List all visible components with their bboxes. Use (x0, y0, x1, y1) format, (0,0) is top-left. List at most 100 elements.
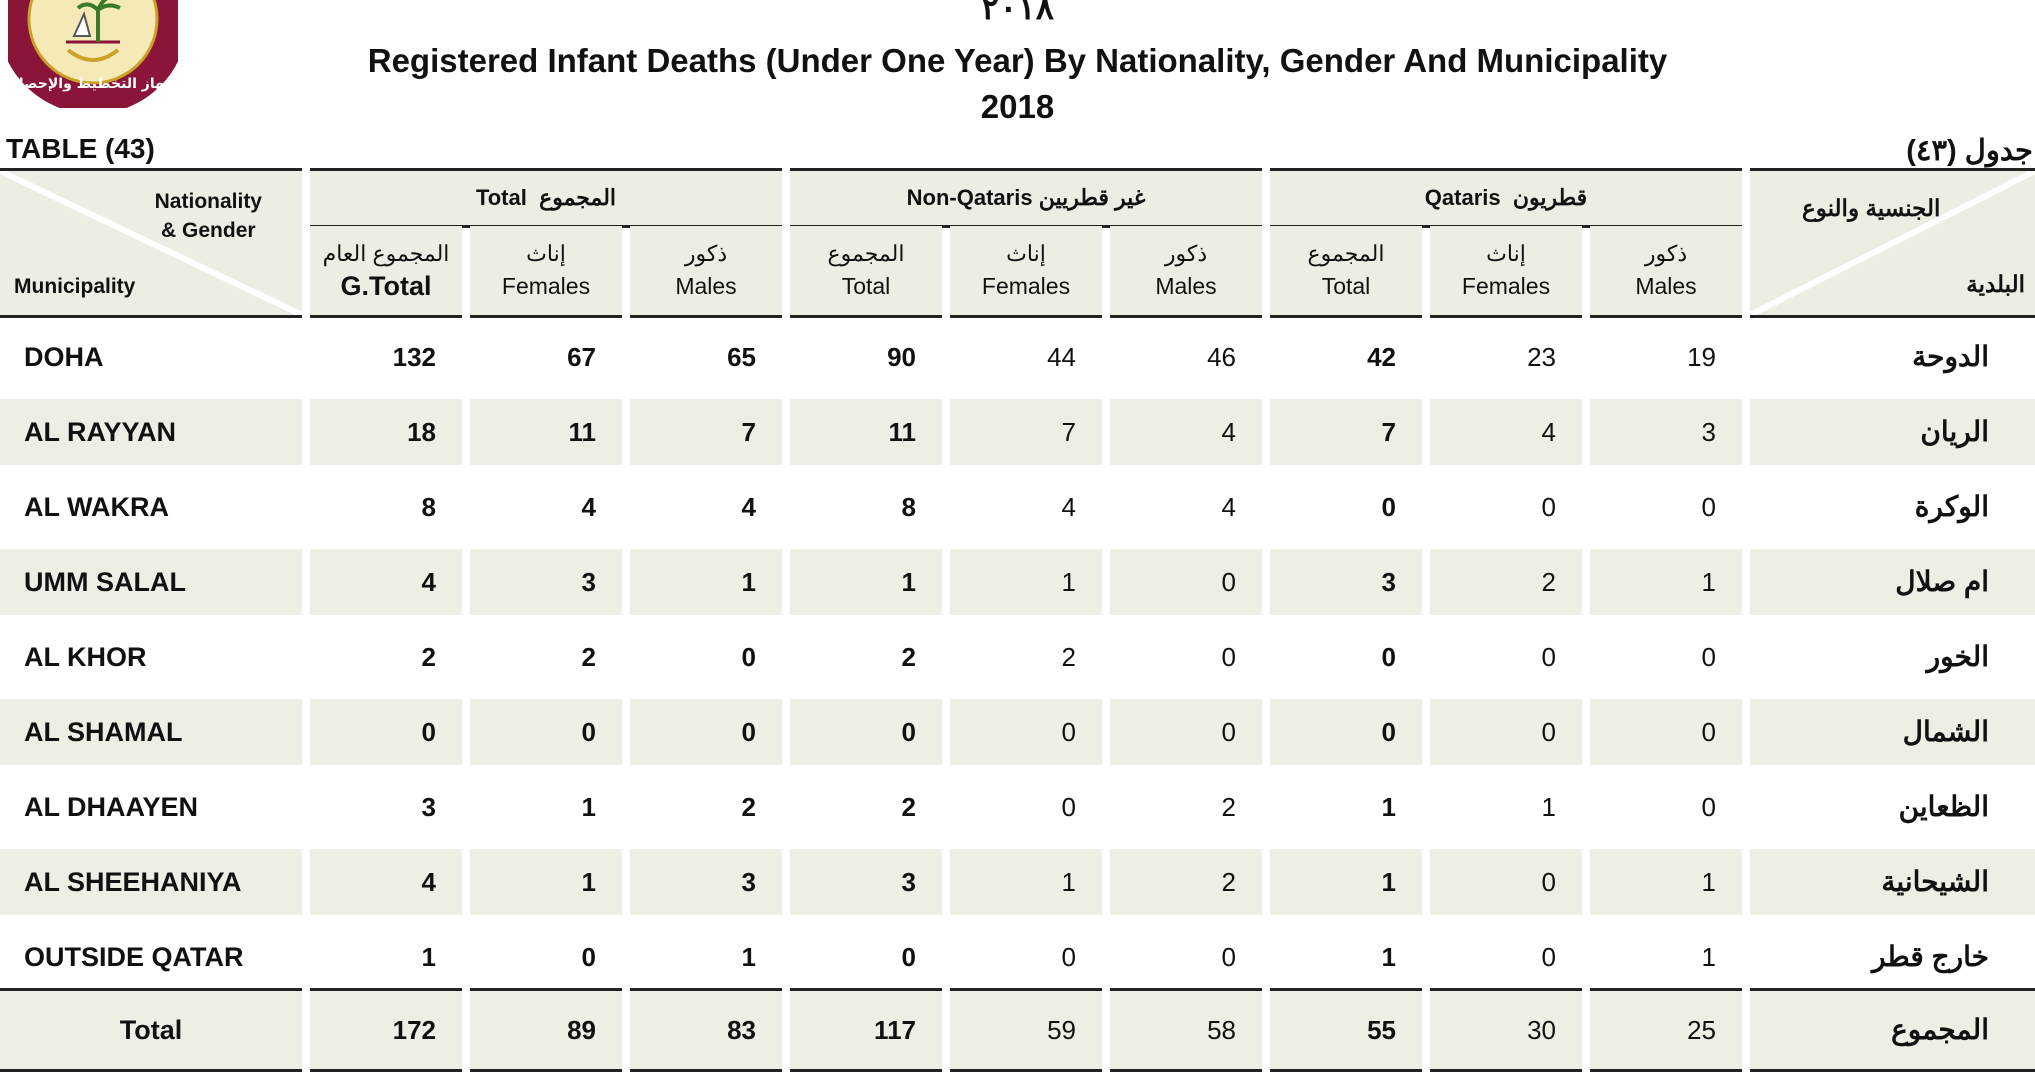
column-header-en: Males (1635, 273, 1697, 299)
column-header-ar: إناث (1006, 241, 1046, 266)
table-cell: 7 (630, 399, 782, 465)
table-cell: 11 (790, 399, 942, 465)
table-cell: 7 (950, 399, 1102, 465)
table-cell: 2 (1221, 792, 1236, 822)
table-cell: 3 (470, 549, 622, 615)
table-cell: 46 (1207, 342, 1236, 372)
table-cell: 1 (1590, 849, 1742, 915)
table-cell: 4 (1221, 492, 1236, 522)
column-header: إناث Females (470, 226, 622, 318)
row-label-ar: الخور (1926, 641, 1989, 672)
row-label-ar: خارج قطر (1871, 941, 1989, 972)
title-text: Registered Infant Deaths (Under One Year… (367, 42, 1668, 79)
table-cell: 0 (1110, 549, 1262, 615)
column-header: المجموع Total (790, 226, 942, 318)
table-cell: 0 (1430, 849, 1582, 915)
total-cell: 25 (1590, 988, 1742, 1072)
table-cell: 0 (741, 642, 756, 672)
table-cell: 0 (1270, 699, 1422, 765)
corner-gender-en: & Gender (161, 219, 256, 242)
row-label-ar: الريان (1750, 399, 2035, 465)
row-label-en: AL DHAAYEN (24, 792, 199, 822)
table-cell: 18 (310, 399, 462, 465)
table-cell: 90 (887, 342, 916, 372)
table-cell: 0 (1701, 792, 1716, 822)
group-header-total: Total المجموع (310, 168, 782, 228)
table-number-en: TABLE (43) (6, 133, 155, 164)
row-label-ar: ام صلال (1750, 549, 2035, 615)
column-header: المجموع العام G.Total (310, 226, 462, 318)
table-cell: 0 (1061, 942, 1076, 972)
column-header-ar: المجموع العام (322, 241, 450, 266)
table-cell: 0 (1541, 942, 1556, 972)
row-label-ar: الوكرة (1914, 491, 1989, 522)
table-cell: 1 (1381, 792, 1396, 822)
column-header: ذكور Males (630, 226, 782, 318)
table-cell: 0 (1381, 492, 1396, 522)
table-number-ar: جدول (٤٣) (1906, 135, 2033, 167)
table-cell: 19 (1687, 342, 1716, 372)
table-cell: 4 (310, 549, 462, 615)
page-title: Registered Infant Deaths (Under One Year… (0, 38, 2035, 130)
table-cell: 3 (1270, 549, 1422, 615)
table-cell: 4 (1061, 492, 1076, 522)
table-cell: 0 (901, 942, 916, 972)
column-header-en: Males (1155, 273, 1217, 299)
total-label-ar: المجموع (1750, 988, 2035, 1072)
table-cell: 4 (741, 492, 756, 522)
table-cell: 65 (727, 342, 756, 372)
table-cell: 1 (470, 849, 622, 915)
table-cell: 0 (581, 942, 596, 972)
corner-nationality-en: Nationality (154, 190, 262, 213)
svg-text:جهاز التخطيط والإحصاء: جهاز التخطيط والإحصاء (12, 76, 175, 92)
group-header-qataris: Qataris قطريون (1270, 168, 1742, 228)
column-header-ar: المجموع (1307, 241, 1385, 266)
table-cell: 1 (950, 849, 1102, 915)
column-header-ar: ذكور (684, 241, 728, 266)
table-cell: 42 (1367, 342, 1396, 372)
row-label-en: AL SHAMAL (0, 699, 302, 765)
table-cell: 2 (581, 642, 596, 672)
row-label-ar: الشيحانية (1750, 849, 2035, 915)
diagonal-divider (0, 171, 302, 315)
total-cell: 89 (470, 988, 622, 1072)
row-label-en: AL KHOR (24, 642, 147, 672)
total-cell: 117 (790, 988, 942, 1072)
total-cell: 30 (1430, 988, 1582, 1072)
table-cell: 0 (1701, 492, 1716, 522)
table-cell: 1 (950, 549, 1102, 615)
column-header: إناث Females (1430, 226, 1582, 318)
corner-header-en: Nationality & Gender Municipality (0, 168, 302, 318)
row-label-en: OUTSIDE QATAR (24, 942, 244, 972)
table-cell: 2 (1110, 849, 1262, 915)
year-arabic: ٢٠١٨ (980, 0, 1055, 27)
table-cell: 0 (470, 699, 622, 765)
table-cell: 0 (1221, 642, 1236, 672)
column-header-en: Males (675, 273, 737, 299)
table-cell: 0 (790, 699, 942, 765)
table-cell: 1 (1701, 942, 1716, 972)
table-cell: 0 (1701, 642, 1716, 672)
table-cell: 1 (1541, 792, 1556, 822)
table-cell: 0 (950, 699, 1102, 765)
row-label-en: AL SHEEHANIYA (0, 849, 302, 915)
diagonal-divider-ar (1750, 171, 2035, 315)
table-cell: 3 (630, 849, 782, 915)
table-cell: 2 (1430, 549, 1582, 615)
column-header-en: Females (1461, 273, 1551, 299)
table-cell: 0 (1381, 642, 1396, 672)
table-cell: 1 (790, 549, 942, 615)
table-cell: 132 (392, 342, 436, 372)
table-cell: 44 (1047, 342, 1076, 372)
column-header-en: Females (501, 273, 591, 299)
table-cell: 0 (1541, 492, 1556, 522)
row-label-en: UMM SALAL (0, 549, 302, 615)
column-header-ar: ذكور (1164, 241, 1208, 266)
table-cell: 7 (1270, 399, 1422, 465)
table-cell: 2 (901, 642, 916, 672)
table-cell: 2 (1061, 642, 1076, 672)
table-cell: 4 (581, 492, 596, 522)
row-label-en: DOHA (24, 342, 104, 372)
table-cell: 4 (310, 849, 462, 915)
table-cell: 1 (421, 942, 436, 972)
